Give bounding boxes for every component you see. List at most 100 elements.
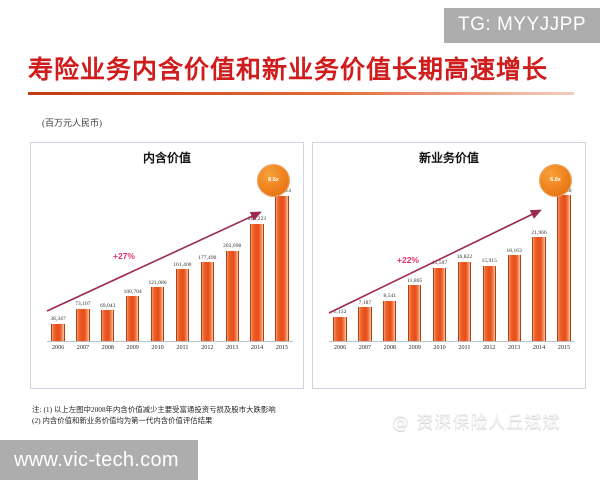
bar	[200, 262, 214, 341]
bar-value-label: 18,163	[506, 247, 522, 254]
bar-column: 15,915	[478, 173, 500, 341]
chart-title-left: 内含价值	[142, 151, 191, 165]
x-tick-label: 2014	[250, 344, 264, 351]
chart-title-right: 新业务价值	[418, 151, 479, 165]
x-tick-label: 2010	[151, 344, 164, 351]
bar	[250, 223, 264, 341]
url-band: www.vic-tech.com	[0, 440, 198, 480]
bar	[275, 195, 289, 341]
title-divider	[28, 92, 574, 95]
x-tick-label: 2008	[101, 344, 114, 351]
bar	[557, 195, 571, 341]
bar-value-label: 73,107	[75, 301, 91, 307]
bar-column: 38,347	[47, 173, 69, 341]
bar	[432, 267, 447, 341]
bar-value-label: 203,098	[223, 243, 242, 250]
tg-banner: TG: MYYJJPP	[444, 8, 600, 43]
growth-badge-right: 6.0x	[540, 165, 571, 196]
bar-series-right: 5,132 7,187 8,541 11,805 15,507 16,822 15,915 1…	[329, 173, 575, 341]
bar-value-label: 8,541	[383, 293, 397, 300]
x-tick-label: 2007	[358, 344, 372, 351]
x-axis-left	[47, 341, 293, 342]
bar-value-label: 11,805	[407, 277, 423, 284]
bar-column: 73,107	[72, 173, 94, 341]
bar-value-label: 21,966	[531, 229, 547, 236]
bar	[408, 285, 422, 341]
bar	[175, 269, 190, 341]
bar-value-label: 100,704	[123, 288, 142, 295]
footnote-item: (1) 以上左图中2008年内含价值减少主要受富通投资亏损及股市大跌影响	[43, 405, 276, 414]
x-tick-label: 2009	[126, 344, 139, 351]
x-tick-label: 2009	[408, 344, 421, 351]
bar-column: 203,098	[221, 173, 243, 341]
bar-column: 30,838	[553, 173, 575, 341]
bar	[101, 310, 115, 341]
x-tick-label: 2014	[532, 344, 546, 351]
bar	[150, 287, 165, 341]
bar	[225, 250, 239, 341]
bar	[532, 237, 546, 341]
unit-label: (百万元人民币)	[42, 118, 102, 128]
bar-value-label: 16,822	[456, 254, 473, 261]
bar-column: 264,223	[246, 173, 268, 341]
chart-panel-embedded-value: 内含价值 38,347 73,107 69,043 100,704 121,086 161…	[30, 142, 304, 389]
x-tick-label: 2015	[275, 344, 289, 351]
bar-column: 326,814	[271, 173, 293, 341]
bar-column: 7,187	[354, 173, 376, 341]
page-title: 寿险业务内含价值和新业务价值长期高速增长	[28, 55, 549, 84]
site-url: www.vic-tech.com	[14, 448, 179, 471]
footnote-item: (2) 内含价值和新业务价值均为第一代内含价值评估结果	[32, 416, 213, 426]
bar-column: 177,490	[196, 173, 218, 341]
x-tick-label: 2013	[226, 344, 239, 351]
footnote-lead: 注:	[32, 405, 42, 414]
bar-column: 16,822	[453, 173, 475, 341]
bar-column: 121,086	[147, 173, 169, 341]
x-axis-right	[329, 341, 575, 342]
bar-value-label: 15,507	[431, 260, 448, 267]
bar	[126, 296, 140, 341]
bar-value-label: 161,400	[173, 261, 192, 268]
bar	[358, 307, 372, 341]
x-tick-label: 2012	[201, 344, 214, 351]
watermark: @ 资深保险人丘斌斌	[392, 413, 561, 433]
chart-panel-new-business-value: 新业务价值 5,132 7,187 8,541 11,805 15,507 16,822 1…	[312, 142, 586, 389]
bar-value-label: 121,086	[148, 279, 167, 286]
plot-area-left: 38,347 73,107 69,043 100,704 121,086 161,400 1…	[41, 171, 295, 362]
bar-column: 18,163	[503, 173, 525, 341]
bar-value-label: 177,490	[198, 254, 217, 261]
bar-column: 21,966	[528, 173, 550, 341]
x-tick-label: 2011	[458, 344, 471, 351]
bar-column: 161,400	[171, 173, 193, 341]
x-tick-labels-left: 2006 2007 2008 2009 2010 2011 2012 2013 2014 2015	[47, 344, 293, 360]
cagr-label-right: +22%	[397, 255, 419, 265]
footnotes: 注: (1) 以上左图中2008年内含价值减少主要受富通投资亏损及股市大跌影响 …	[32, 404, 402, 427]
bar-column: 15,507	[429, 173, 451, 341]
bar	[507, 255, 521, 341]
cagr-label-left: +27%	[113, 251, 135, 261]
growth-badge-left: 8.5x	[258, 165, 289, 196]
bar	[51, 323, 65, 341]
x-tick-label: 2006	[333, 344, 347, 351]
bar-value-label: 38,347	[50, 316, 66, 323]
bar-series-left: 38,347 73,107 69,043 100,704 121,086 161,400 1…	[47, 173, 293, 341]
bar-value-label: 69,043	[100, 302, 116, 309]
plot-area-right: 5,132 7,187 8,541 11,805 15,507 16,822 15,915 1…	[323, 171, 577, 362]
bar-column: 5,132	[329, 173, 351, 341]
bar	[383, 300, 397, 341]
x-tick-label: 2008	[383, 344, 396, 351]
bar-value-label: 5,132	[333, 309, 347, 316]
bar	[457, 261, 472, 341]
bar-value-label: 7,187	[358, 299, 372, 306]
x-tick-label: 2010	[433, 344, 446, 351]
x-tick-label: 2006	[51, 344, 65, 351]
x-tick-label: 2007	[76, 344, 90, 351]
x-tick-labels-right: 2006 2007 2008 2009 2010 2011 2012 2013 2014 2015	[329, 344, 575, 360]
x-tick-label: 2011	[176, 344, 189, 351]
bar	[482, 265, 496, 341]
bar	[76, 308, 90, 341]
x-tick-label: 2013	[508, 344, 521, 351]
bar-value-label: 264,223	[247, 216, 267, 222]
x-tick-label: 2012	[483, 344, 496, 351]
x-tick-label: 2015	[557, 344, 571, 351]
